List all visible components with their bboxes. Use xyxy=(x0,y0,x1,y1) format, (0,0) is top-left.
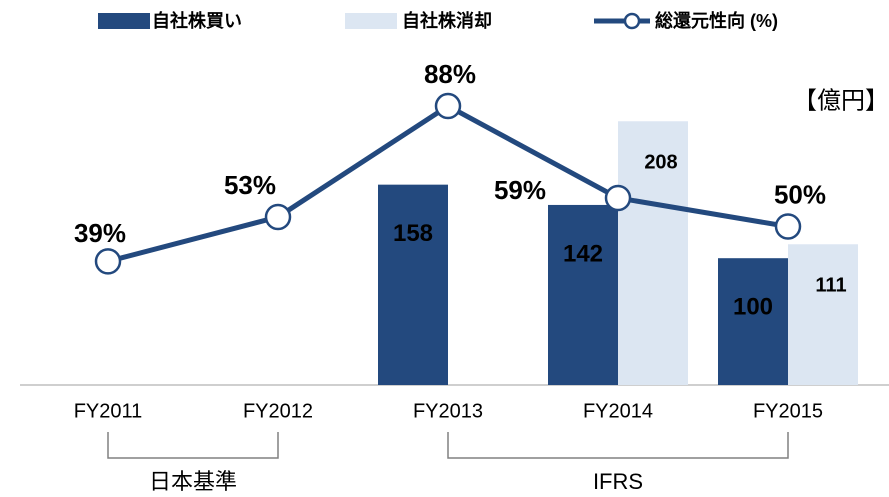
line-marker xyxy=(94,248,122,275)
bar-value-label: 208 xyxy=(644,152,677,174)
bar-value-label: 142 xyxy=(563,240,603,267)
line-value-label: 88% xyxy=(424,59,476,89)
legend-label: 自社株消却 xyxy=(402,10,492,31)
x-tick-label: FY2011 xyxy=(74,400,143,422)
group-label: 日本基準 xyxy=(149,469,237,494)
bar-value-label: 158 xyxy=(393,220,433,247)
legend-label: 自社株買い xyxy=(152,10,242,31)
bar xyxy=(718,258,788,385)
x-tick-label: FY2012 xyxy=(243,400,313,422)
bar xyxy=(788,244,858,385)
line-value-label: 59% xyxy=(494,175,546,205)
line-marker xyxy=(434,92,462,120)
legend-marker xyxy=(623,12,641,30)
bar-value-label: 100 xyxy=(733,294,773,321)
line-value-label: 39% xyxy=(74,218,126,248)
line-value-label: 50% xyxy=(774,179,826,209)
group-bracket xyxy=(447,432,789,459)
line-value-label: 53% xyxy=(224,170,276,200)
group-label: IFRS xyxy=(593,469,643,494)
line-marker xyxy=(774,213,802,240)
group-bracket xyxy=(107,432,279,459)
bar xyxy=(378,184,448,385)
line-marker xyxy=(604,184,632,212)
unit-label: 【億円】 xyxy=(793,87,889,114)
legend-label: 総還元性向 (%) xyxy=(655,10,778,31)
line-marker xyxy=(264,203,292,231)
legend-swatch xyxy=(345,13,397,29)
bar xyxy=(548,204,618,385)
x-tick-label: FY2015 xyxy=(753,400,823,422)
bar-value-label: 111 xyxy=(815,275,846,297)
bar xyxy=(618,121,688,386)
x-tick-label: FY2014 xyxy=(583,400,653,422)
legend-swatch xyxy=(98,13,150,29)
x-tick-label: FY2013 xyxy=(413,400,483,422)
